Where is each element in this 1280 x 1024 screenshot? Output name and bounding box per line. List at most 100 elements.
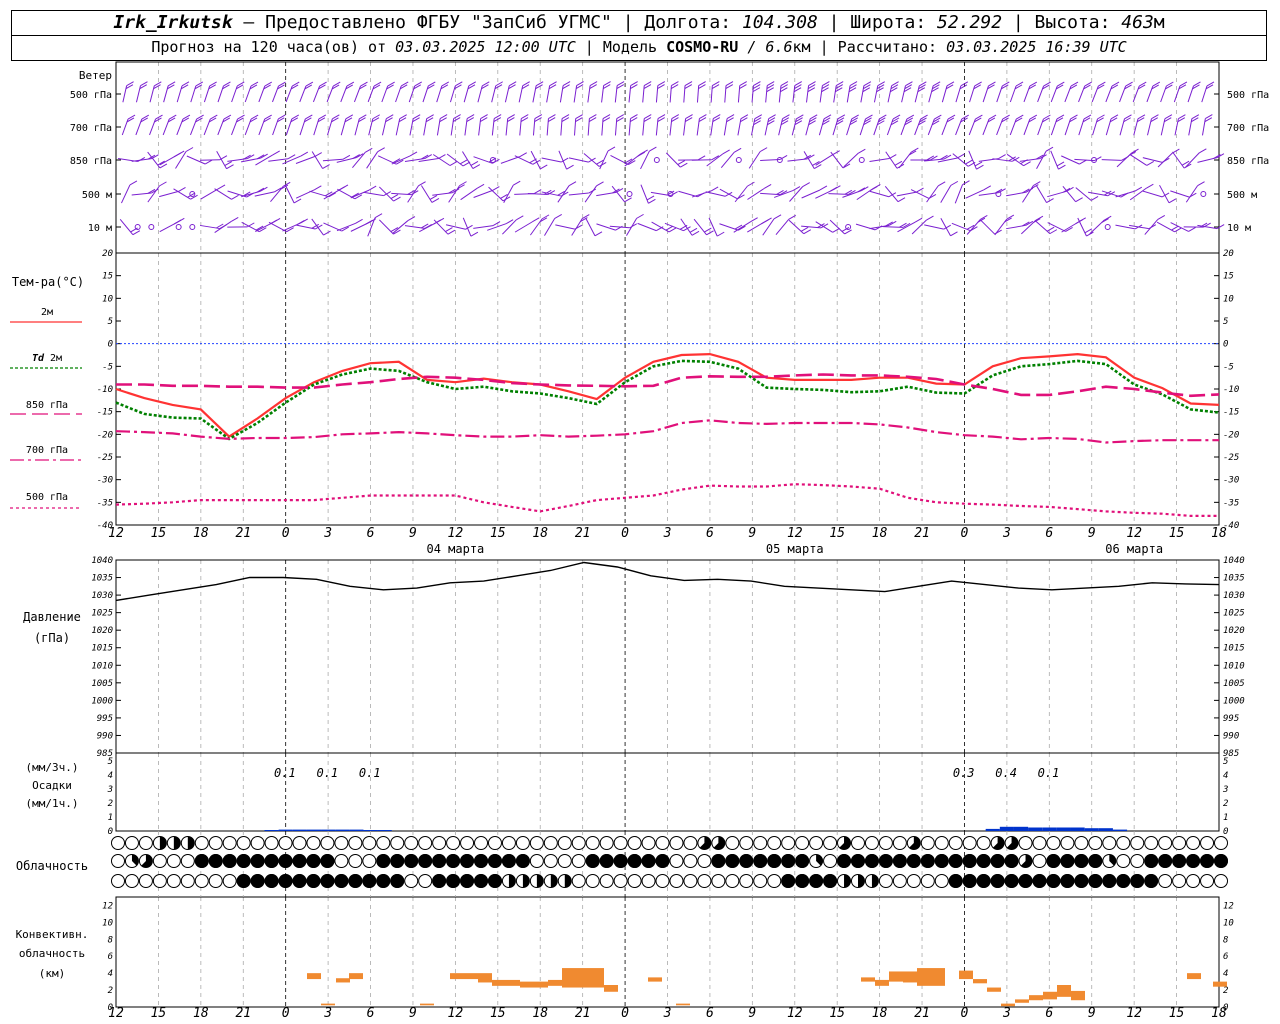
date-label: 05 марта [766, 542, 824, 556]
time-label-middle: 0 [961, 526, 969, 541]
wind-barb-flag [531, 217, 540, 223]
cloud-circle [823, 836, 838, 850]
wind-barb [162, 114, 177, 136]
wind-barb [464, 114, 475, 136]
wind-barb-staff [367, 217, 376, 237]
pressure-unit: (гПа) [34, 631, 70, 645]
wind-barb [272, 81, 286, 103]
time-label-bottom: 21 [235, 1006, 251, 1021]
conv-tick-label: 10 [1223, 918, 1234, 928]
conv-bar [1057, 985, 1071, 997]
wind-barb-flag [753, 81, 761, 86]
wind-barb-flag [1134, 186, 1143, 192]
wind-barb-flag [407, 216, 416, 222]
wind-barb-flag [780, 120, 789, 126]
cloud-symbol [697, 874, 712, 888]
cloud-symbol [543, 836, 558, 850]
conv-tick-label: 0 [1223, 1003, 1228, 1013]
wind-barb-flag [836, 117, 845, 123]
wind-barb [544, 213, 562, 236]
wind-barb [395, 81, 409, 103]
wind-barb [748, 147, 768, 169]
wind-barb [883, 222, 911, 228]
wind-barb-flag [1083, 84, 1091, 90]
wind-barb [199, 155, 228, 161]
cloud-symbol [404, 874, 419, 888]
cloud-circle [1144, 836, 1159, 850]
wind-barb-staff [502, 219, 517, 235]
wind-barb-flag [1111, 81, 1120, 87]
forecast-prefix: Прогноз на 120 часа(ов) от [151, 38, 396, 56]
cloud-symbol [390, 874, 405, 888]
wind-barb [669, 114, 680, 136]
wind-barb [846, 114, 859, 136]
wind-barb [1105, 114, 1119, 136]
cloud-symbol [1186, 874, 1201, 888]
wind-barb [217, 81, 231, 103]
wind-barb [571, 214, 590, 236]
temp-tick-label: 20 [1223, 249, 1234, 259]
cloud-fill [1074, 874, 1089, 888]
wind-barb [1023, 81, 1038, 103]
wind-barb-flag [236, 81, 245, 87]
wind-barb [203, 81, 217, 103]
wind-barb-flag [154, 117, 162, 123]
cloud-symbol [948, 874, 963, 888]
cloud-fill [781, 854, 796, 868]
wind-barb [818, 114, 832, 136]
wind-barb-flag [280, 184, 289, 190]
wind-barb-flag [1136, 117, 1145, 123]
cloud-symbol [1172, 854, 1187, 868]
wind-barb-flag [698, 84, 706, 90]
wind-barb-flag [665, 225, 674, 231]
cloud-symbol [557, 836, 572, 850]
wind-barb-flag [588, 117, 597, 123]
cloud-symbol [1116, 836, 1131, 850]
wind-barb-staff [487, 223, 507, 231]
cloud-symbol [348, 854, 363, 868]
wind-barb-flag [159, 163, 168, 169]
wind-barb [642, 114, 652, 136]
cloud-symbol [152, 854, 167, 868]
wind-barb-flag [1124, 84, 1132, 90]
wind-barb-flag [1046, 198, 1054, 204]
wind-barb-flag [1035, 154, 1044, 160]
wind-barb [546, 114, 556, 136]
wind-barb-flag [1029, 81, 1038, 87]
cloud-circle [390, 836, 405, 850]
wind-barb [955, 114, 969, 136]
wind-barb [503, 180, 521, 204]
wind-barb-flag [535, 84, 543, 90]
conv-bar [1001, 1003, 1015, 1007]
wind-barb [190, 81, 204, 103]
cloud-symbol [669, 874, 684, 888]
wind-barb-flag [428, 81, 436, 87]
wind-barb-staff [322, 158, 343, 162]
wind-level-label: 500 гПа [1227, 90, 1269, 101]
time-label-bottom: 0 [961, 1006, 969, 1021]
wind-barb-staff [1197, 224, 1218, 230]
wind-barb [1172, 151, 1192, 169]
cloud-symbol [948, 854, 963, 868]
cloud-circle [529, 836, 544, 850]
wind-barb-flag [505, 219, 514, 225]
cloud-fill [976, 874, 991, 888]
conv-bar [420, 1003, 434, 1006]
wind-barb [270, 181, 291, 203]
precip-bar [321, 829, 336, 831]
cloud-fill [711, 854, 726, 868]
wind-barb [378, 186, 401, 202]
calm-circle [1200, 191, 1207, 197]
cloud-circle [683, 836, 698, 850]
precip-bar [1028, 827, 1043, 831]
wind-barb-flag [1096, 84, 1105, 90]
cloud-symbol [599, 854, 614, 868]
cloud-circle [138, 874, 153, 888]
wind-barb-flag [304, 84, 313, 90]
wind-barb-flag [1151, 114, 1159, 120]
cloud-symbol [390, 836, 405, 850]
wind-barb [377, 155, 404, 165]
wind-barb-flag [835, 81, 844, 87]
wind-barb-staff [1142, 190, 1163, 198]
wind-barb [1064, 81, 1079, 103]
